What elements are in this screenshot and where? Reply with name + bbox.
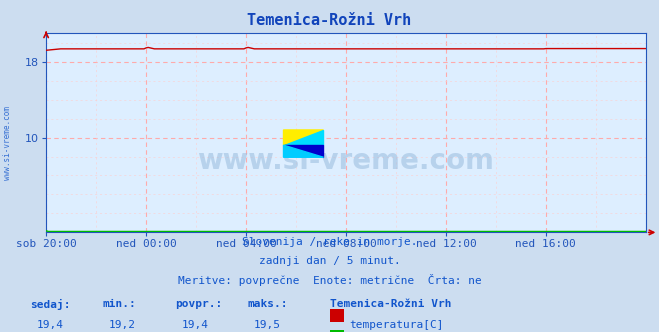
Text: min.:: min.: <box>102 299 136 309</box>
Text: sedaj:: sedaj: <box>30 299 70 310</box>
Polygon shape <box>283 130 324 145</box>
Text: zadnji dan / 5 minut.: zadnji dan / 5 minut. <box>258 256 401 266</box>
Polygon shape <box>283 130 324 145</box>
Text: www.si-vreme.com: www.si-vreme.com <box>3 106 13 180</box>
Text: maks.:: maks.: <box>247 299 287 309</box>
Polygon shape <box>283 145 324 157</box>
Text: povpr.:: povpr.: <box>175 299 222 309</box>
Text: 19,5: 19,5 <box>254 320 281 330</box>
Text: www.si-vreme.com: www.si-vreme.com <box>198 147 494 175</box>
Text: Meritve: povprečne  Enote: metrične  Črta: ne: Meritve: povprečne Enote: metrične Črta:… <box>178 274 481 286</box>
Text: temperatura[C]: temperatura[C] <box>349 320 444 330</box>
Text: Temenica-Rožni Vrh: Temenica-Rožni Vrh <box>247 13 412 28</box>
Text: 19,2: 19,2 <box>109 320 136 330</box>
Text: 19,4: 19,4 <box>181 320 208 330</box>
Text: Temenica-Rožni Vrh: Temenica-Rožni Vrh <box>330 299 451 309</box>
Text: 19,4: 19,4 <box>36 320 63 330</box>
Polygon shape <box>283 145 324 157</box>
Text: Slovenija / reke in morje.: Slovenija / reke in morje. <box>242 237 417 247</box>
